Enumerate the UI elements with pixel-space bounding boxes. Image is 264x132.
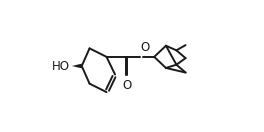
- Text: O: O: [140, 41, 149, 54]
- Polygon shape: [72, 64, 82, 68]
- Text: O: O: [122, 79, 131, 92]
- Text: HO: HO: [52, 60, 70, 72]
